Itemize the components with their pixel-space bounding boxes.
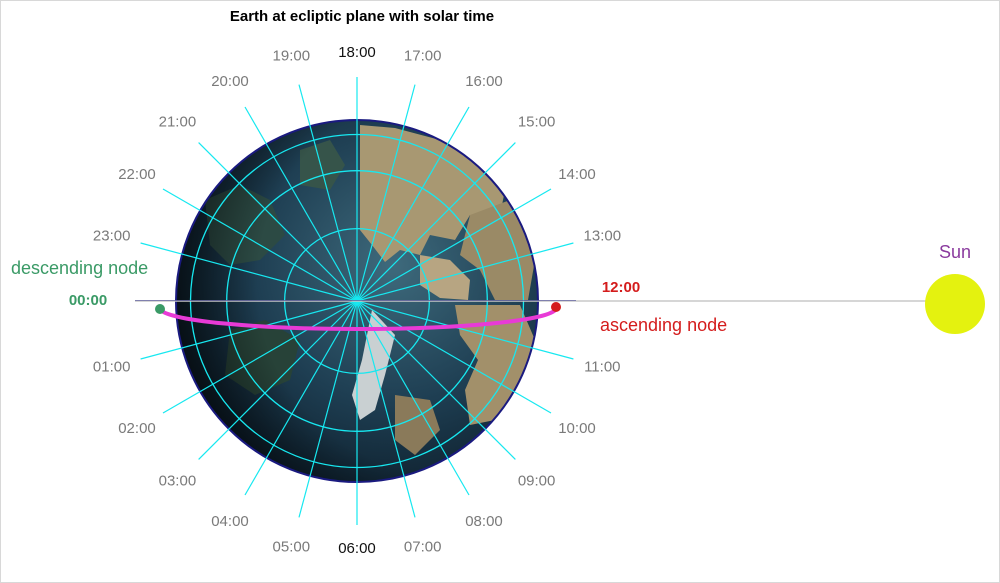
descending-node-label: descending node [11,258,148,278]
hour-labels: 00:00 01:00 02:00 03:00 04:00 05:00 06:00 07:00… [69,44,640,557]
hour-label-1100: 11:00 [584,359,620,376]
diagram-title: Earth at ecliptic plane with solar time [230,8,494,25]
hour-line-5 [298,300,358,518]
hour-label-2300: 23:00 [93,227,131,244]
hour-line-8 [356,300,470,496]
hour-label-1200: 12:00 [602,279,640,296]
hour-line-10 [356,300,552,414]
hour-line-20 [244,106,358,302]
hour-label-0400: 04:00 [211,513,249,530]
hour-line-7 [356,300,416,518]
hour-line-2 [162,300,358,414]
hour-label-1400: 14:00 [558,166,596,183]
hour-lines [140,77,574,525]
hour-label-1300: 13:00 [584,227,622,244]
hour-label-0100: 01:00 [93,359,131,376]
hour-line-23 [140,242,358,302]
hour-label-0800: 08:00 [465,513,503,530]
hour-line-1 [140,300,358,360]
hour-label-1900: 19:00 [273,48,311,65]
ascending-node-marker [551,302,561,312]
hour-label-0500: 05:00 [273,538,311,555]
hour-label-1000: 10:00 [558,420,596,437]
hour-label-0700: 07:00 [404,538,442,555]
hour-label-1600: 16:00 [465,73,503,90]
hour-line-16 [356,106,470,302]
hour-line-15 [356,142,516,302]
hour-line-19 [298,84,358,302]
hour-label-0600: 06:00 [338,540,376,557]
hour-line-14 [356,188,552,302]
hour-line-22 [162,188,358,302]
hour-label-0900: 09:00 [518,473,556,490]
descending-node-marker [155,304,165,314]
hour-label-0200: 02:00 [118,420,156,437]
hour-label-0000: 00:00 [69,292,107,309]
hour-line-13 [356,242,574,302]
hour-line-17 [356,84,416,302]
hour-label-2000: 20:00 [211,73,249,90]
hour-line-11 [356,300,574,360]
hour-label-0300: 03:00 [159,473,197,490]
hour-line-21 [198,142,358,302]
hour-label-1800: 18:00 [338,44,376,61]
hour-label-1700: 17:00 [404,48,442,65]
hour-line-4 [244,300,358,496]
sun-label: Sun [939,242,971,262]
ascending-node-label: ascending node [600,315,727,335]
orbit-path [158,306,559,332]
hour-label-1500: 15:00 [518,113,556,130]
hour-label-2200: 22:00 [118,166,156,183]
hour-label-2100: 21:00 [159,113,197,130]
sun-disc-icon [925,274,985,334]
